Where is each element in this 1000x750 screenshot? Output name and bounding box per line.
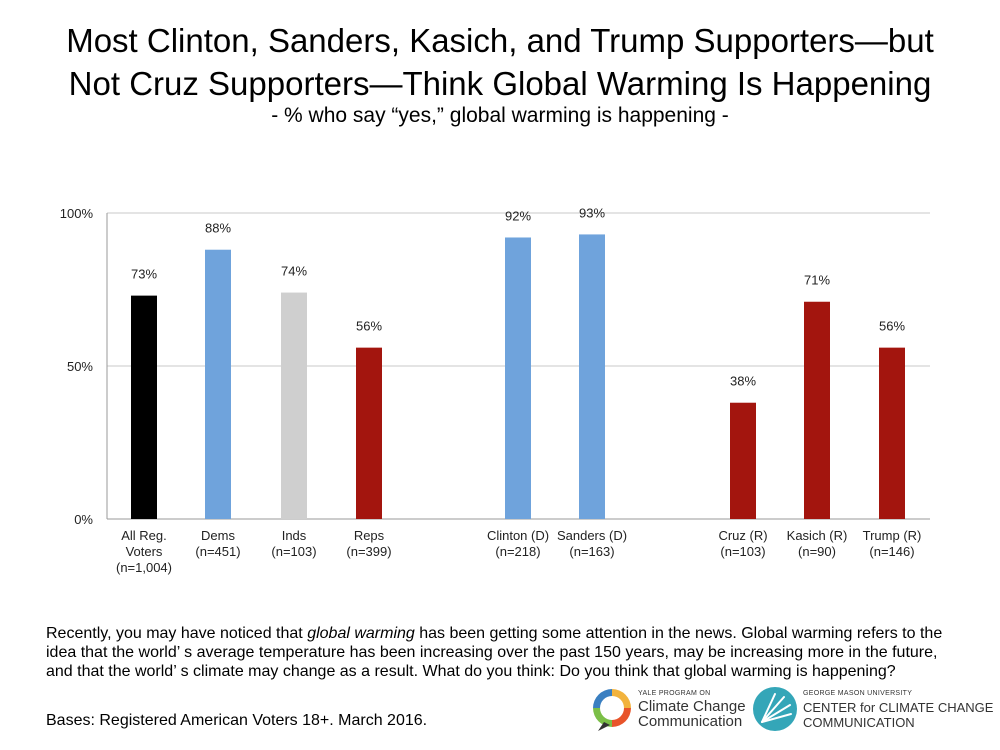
yale-logo-tail xyxy=(598,722,610,731)
data-label: 56% xyxy=(356,319,382,334)
y-tick-label: 100% xyxy=(60,206,94,221)
bar xyxy=(804,301,830,519)
chart-subtitle: - % who say “yes,” global warming is hap… xyxy=(271,104,729,127)
x-tick-label: (n=1,004) xyxy=(116,560,172,575)
yale-logo-icon xyxy=(593,689,631,731)
yale-logo-segment xyxy=(593,708,612,727)
yale-logo-small-text: YALE PROGRAM ON xyxy=(638,690,711,697)
x-tick-label: (n=103) xyxy=(720,544,765,559)
x-tick-label: Clinton (D) xyxy=(487,528,549,543)
x-tick-label: Sanders (D) xyxy=(557,528,627,543)
chart-title-line-1: Most Clinton, Sanders, Kasich, and Trump… xyxy=(66,22,934,59)
bar-chart: 0% 50% 100% 73% All Reg.Voters(n=1,004) 88% De… xyxy=(60,205,930,575)
yale-logo-segment xyxy=(593,689,612,708)
x-tick-label: Trump (R) xyxy=(863,528,922,543)
gmu-logo-icon xyxy=(753,687,797,731)
x-tick-label: (n=90) xyxy=(798,544,836,559)
bar xyxy=(879,347,905,519)
data-label: 56% xyxy=(879,319,905,334)
x-tick-label: All Reg. xyxy=(121,528,167,543)
x-tick-label: Dems xyxy=(201,528,235,543)
x-tick-label: Reps xyxy=(354,528,385,543)
x-tick-label: Voters xyxy=(126,544,163,559)
x-tick-label: Inds xyxy=(282,528,307,543)
question-text-emphasis: global warming xyxy=(307,625,415,642)
bar xyxy=(356,347,382,519)
data-label: 71% xyxy=(804,273,830,288)
yale-logo-segment xyxy=(612,708,631,727)
data-label: 88% xyxy=(205,221,231,236)
x-tick-label: (n=163) xyxy=(569,544,614,559)
bar xyxy=(505,237,531,520)
y-tick-label: 50% xyxy=(67,359,93,374)
yale-logo-line-1: Climate Change xyxy=(638,698,746,715)
bar xyxy=(131,295,157,519)
question-text-post: has been getting some attention in the n… xyxy=(46,625,943,680)
gmu-logo-small-text: GEORGE MASON UNIVERSITY xyxy=(803,690,913,697)
data-label: 73% xyxy=(131,267,157,282)
bar xyxy=(579,234,605,520)
x-tick-label: Kasich (R) xyxy=(787,528,848,543)
data-label: 74% xyxy=(281,264,307,279)
x-tick-label: (n=103) xyxy=(271,544,316,559)
yale-logo-segment xyxy=(612,689,631,708)
data-label: 93% xyxy=(579,205,605,220)
x-tick-label: (n=451) xyxy=(195,544,240,559)
bar xyxy=(205,249,231,519)
bar xyxy=(730,402,756,519)
x-tick-label: Cruz (R) xyxy=(718,528,767,543)
x-tick-label: (n=399) xyxy=(346,544,391,559)
y-tick-label: 0% xyxy=(74,512,93,527)
x-tick-label: (n=218) xyxy=(495,544,540,559)
bar xyxy=(281,292,307,519)
yale-logo-line-2: Communication xyxy=(638,713,743,730)
survey-question: Recently, you may have noticed that glob… xyxy=(46,624,966,681)
bases-note: Bases: Registered American Voters 18+. M… xyxy=(46,712,428,729)
data-label: 38% xyxy=(730,374,756,389)
data-label: 92% xyxy=(505,208,531,223)
gmu-logo-line-1: CENTER for CLIMATE CHANGE xyxy=(803,700,994,715)
gmu-logo-rays xyxy=(761,693,792,723)
question-text-pre: Recently, you may have noticed that xyxy=(46,625,308,642)
gmu-logo-line-2: COMMUNICATION xyxy=(803,715,915,730)
chart-title-line-2: Not Cruz Supporters—Think Global Warming… xyxy=(68,65,932,102)
x-tick-label: (n=146) xyxy=(869,544,914,559)
